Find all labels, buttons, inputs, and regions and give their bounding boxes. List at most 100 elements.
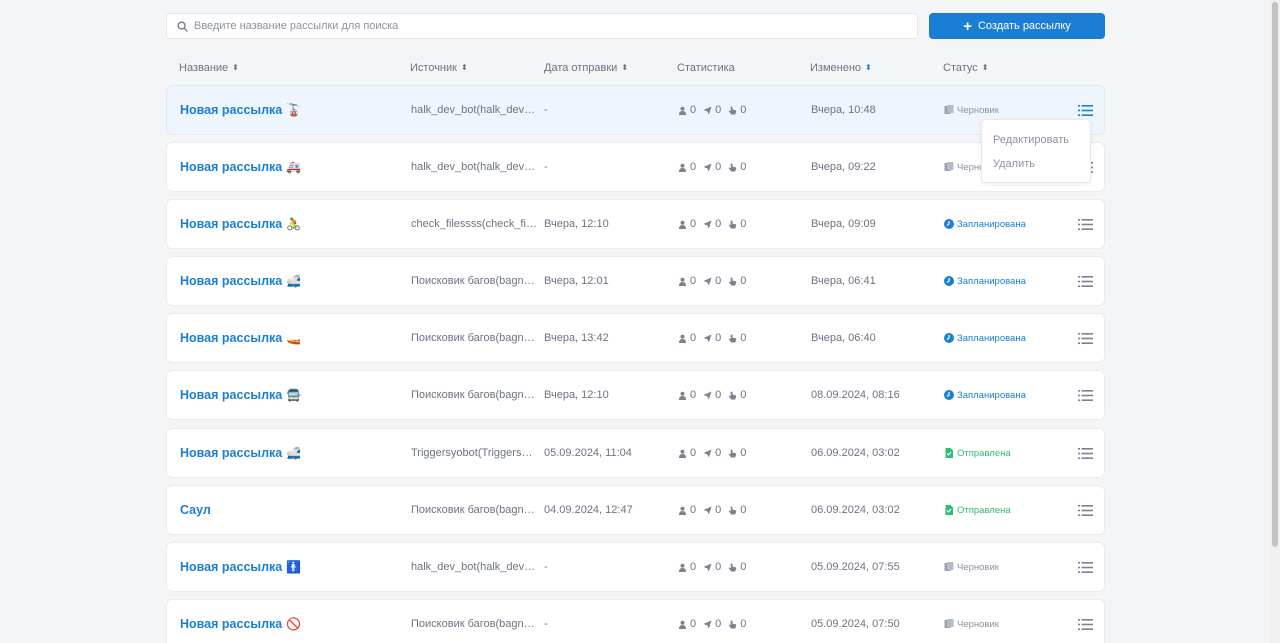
stat-clicks: 0	[728, 504, 746, 516]
column-header-name[interactable]: Название ⬍	[179, 62, 239, 74]
clock-icon	[944, 276, 954, 286]
table-row[interactable]: Новая рассылка🚅 Поисковик багов(bagnutbot…	[166, 256, 1105, 306]
scrollbar-thumb[interactable]	[1272, 2, 1278, 547]
menu-list-icon[interactable]	[1077, 218, 1093, 230]
table-row[interactable]: Новая рассылка 🚡 halk_dev_bot(halk_dev_bot…	[166, 85, 1105, 135]
mailing-stats: 0 0 0	[678, 257, 753, 305]
menu-list-icon[interactable]	[1077, 561, 1093, 573]
scrollbar[interactable]	[1270, 0, 1280, 643]
delete-menu-item[interactable]: Удалить	[993, 158, 1035, 170]
menu-list-icon[interactable]	[1077, 618, 1093, 630]
search-input[interactable]	[194, 20, 894, 32]
mailing-name[interactable]: Новая рассылка	[180, 274, 283, 288]
sent-doc-icon	[945, 448, 953, 458]
mailing-name-link[interactable]: Новая рассылка 🚅	[180, 429, 400, 477]
mailing-name-link[interactable]: Новая рассылка 🚹	[180, 543, 400, 591]
mailing-name[interactable]: Новая рассылка	[180, 388, 283, 402]
table-header: Название ⬍ Источник ⬍ Дата отправки ⬍ Стати…	[166, 62, 1105, 76]
table-row[interactable]: Новая рассылка🚫 Поисковик багов(bagnutbot…	[166, 599, 1105, 643]
column-header-date[interactable]: Дата отправки ⬍	[544, 62, 628, 74]
row-menu-button[interactable]	[1077, 543, 1093, 591]
stat-sent: 0	[703, 561, 721, 573]
send-icon	[703, 162, 712, 172]
column-header-source[interactable]: Источник ⬍	[410, 62, 468, 74]
mailing-source: halk_dev_bot(halk_dev_bot)	[411, 104, 537, 116]
mailing-name-link[interactable]: Новая рассылка 🚑	[180, 143, 400, 191]
mailing-name-link[interactable]: Новая рассылка 🚫	[180, 600, 400, 643]
edit-menu-item[interactable]: Редактировать	[993, 134, 1069, 146]
mailing-name[interactable]: Новая рассылка	[180, 331, 283, 345]
table-row[interactable]: Новая рассылка🚍 Поисковик багов(bagnutbot…	[166, 370, 1105, 420]
menu-list-icon[interactable]	[1077, 389, 1093, 401]
mailing-source: Поисковик багов(bagnutbot)	[411, 332, 537, 344]
sort-icon: ⬍	[460, 63, 468, 72]
mailing-name[interactable]: Саул	[180, 503, 211, 517]
menu-list-icon[interactable]	[1077, 104, 1093, 116]
click-icon	[729, 505, 737, 515]
send-icon	[703, 562, 712, 572]
topbar: + Создать рассылку	[166, 13, 1105, 39]
stat-recipients: 0	[678, 561, 696, 573]
stat-recipients-value: 0	[690, 447, 697, 459]
menu-list-icon[interactable]	[1077, 332, 1093, 344]
row-menu-button[interactable]	[1077, 371, 1093, 419]
table-row[interactable]: Новая рассылка 🚴 check_filessss(check_file…	[166, 199, 1105, 249]
table-row[interactable]: Новая рассылка 🚑 halk_dev_bot(halk_dev_bot…	[166, 142, 1105, 192]
column-date-label: Дата отправки	[544, 62, 618, 74]
mailing-name-link[interactable]: Саул	[180, 486, 400, 534]
mailing-modified: Вчера, 09:22	[811, 161, 876, 173]
stat-sent: 0	[703, 447, 721, 459]
column-status-label: Статус	[943, 62, 978, 74]
stat-clicks: 0	[728, 389, 746, 401]
mailing-modified: Вчера, 06:40	[811, 332, 876, 344]
click-icon	[729, 390, 737, 400]
column-header-modified[interactable]: Изменено ⬍	[810, 62, 872, 74]
send-icon	[703, 448, 712, 458]
mailing-modified: 05.09.2024, 07:55	[811, 561, 900, 573]
sort-icon: ⬍	[981, 63, 989, 72]
stat-recipients-value: 0	[690, 275, 697, 287]
draft-doc-icon	[944, 562, 954, 571]
status-label: Запланирована	[957, 389, 1026, 401]
menu-list-icon[interactable]	[1077, 275, 1093, 287]
row-menu-button[interactable]	[1077, 314, 1093, 362]
mailing-send-date: -	[544, 161, 548, 173]
stat-recipients-value: 0	[690, 504, 697, 516]
mailing-send-date: 04.09.2024, 12:47	[544, 504, 633, 516]
mailing-name[interactable]: Новая рассылка	[180, 160, 283, 174]
stat-recipients: 0	[678, 275, 696, 287]
table-row[interactable]: Новая рассылка🚅 Triggersyobot(Triggersyob…	[166, 428, 1105, 478]
mailing-name[interactable]: Новая рассылка	[180, 217, 283, 231]
status-badge: Запланирована	[944, 371, 1026, 419]
row-menu-button[interactable]	[1077, 429, 1093, 477]
mailing-name[interactable]: Новая рассылка	[180, 446, 283, 460]
menu-list-icon[interactable]	[1077, 447, 1093, 459]
table-row[interactable]: Новая рассылка 🚹 halk_dev_bot(halk_dev_bot…	[166, 542, 1105, 592]
column-source-label: Источник	[410, 62, 457, 74]
mailing-name-link[interactable]: Новая рассылка 🚅	[180, 257, 400, 305]
mailing-name-link[interactable]: Новая рассылка 🚤	[180, 314, 400, 362]
mailing-name-link[interactable]: Новая рассылка 🚡	[180, 86, 400, 134]
column-header-status[interactable]: Статус ⬍	[943, 62, 988, 74]
row-menu-button[interactable]	[1077, 257, 1093, 305]
mailing-name[interactable]: Новая рассылка	[180, 617, 283, 631]
search-box[interactable]	[166, 13, 918, 39]
table-row[interactable]: Новая рассылка🚤 Поисковик багов(bagnutbot…	[166, 313, 1105, 363]
mailing-name[interactable]: Новая рассылка	[180, 560, 283, 574]
row-menu-button[interactable]	[1077, 200, 1093, 248]
table-row[interactable]: Саул Поисковик багов(bagnutbot) 04.09.2024…	[166, 485, 1105, 535]
row-menu-button[interactable]	[1077, 86, 1093, 134]
draft-doc-icon	[944, 619, 954, 628]
mailing-name[interactable]: Новая рассылка	[180, 103, 283, 117]
click-icon	[729, 562, 737, 572]
row-menu-button[interactable]	[1077, 486, 1093, 534]
mailing-name-link[interactable]: Новая рассылка 🚍	[180, 371, 400, 419]
mailing-emoji: 🚴	[286, 217, 302, 231]
row-menu-button[interactable]	[1077, 600, 1093, 643]
menu-list-icon[interactable]	[1077, 504, 1093, 516]
mailing-source: check_filessss(check_filessss)	[411, 218, 537, 230]
stat-recipients: 0	[678, 504, 696, 516]
mailing-name-link[interactable]: Новая рассылка 🚴	[180, 200, 400, 248]
create-mailing-button[interactable]: + Создать рассылку	[929, 13, 1105, 39]
mailing-modified: 06.09.2024, 03:02	[811, 447, 900, 459]
